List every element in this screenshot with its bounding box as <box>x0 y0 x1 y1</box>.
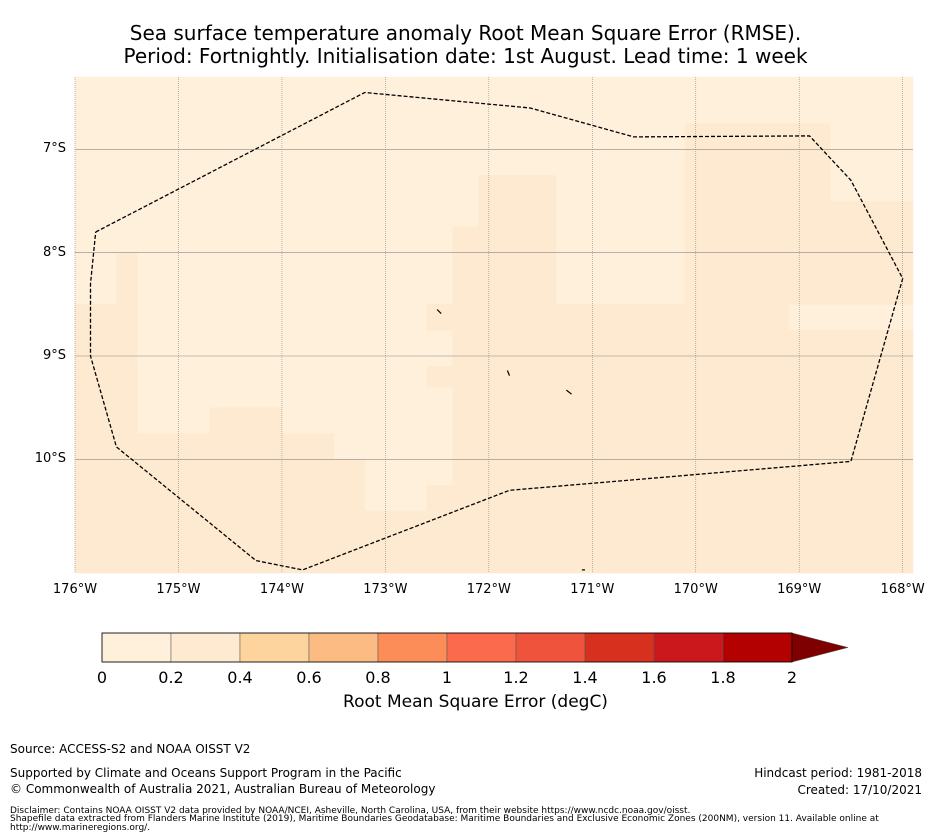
colorbar-cell <box>515 632 586 663</box>
colorbar-frame <box>101 632 793 663</box>
map-panel <box>74 76 914 574</box>
lat-tick-label: 8°S <box>42 244 66 260</box>
chart-title: Sea surface temperature anomaly Root Mea… <box>129 21 802 45</box>
source-text: Source: ACCESS-S2 and NOAA OISST V2 <box>10 742 251 756</box>
lat-tick-label: 7°S <box>42 141 66 157</box>
lon-tick-label: 173°W <box>363 582 408 597</box>
island-outline <box>566 389 572 395</box>
created-text: Created: 17/10/2021 <box>797 783 922 797</box>
islands-layer <box>436 309 585 571</box>
colorbar-tick-label: 0.4 <box>227 668 253 687</box>
colorbar-label: Root Mean Square Error (degC) <box>343 692 608 712</box>
disclaimer-line-1: Disclaimer: Contains NOAA OISST V2 data … <box>10 806 691 816</box>
hindcast-text: Hindcast period: 1981-2018 <box>754 766 922 780</box>
lon-tick-label: 168°W <box>880 582 925 597</box>
colorbar-cell <box>170 632 241 663</box>
graticule <box>74 77 913 573</box>
island-outline <box>436 309 442 315</box>
rmse-cell <box>426 366 453 388</box>
colorbar-cell <box>377 632 448 663</box>
colorbar-cell <box>101 632 172 663</box>
colorbar-tick-label: 0.6 <box>296 668 322 687</box>
lon-tick-label: 172°W <box>466 582 511 597</box>
lon-tick-label: 176°W <box>52 582 98 597</box>
colorbar-tick-label: 0.8 <box>365 668 391 687</box>
eez-boundary <box>89 91 904 571</box>
lon-tick-label: 171°W <box>570 582 615 597</box>
eez-layer <box>89 91 904 571</box>
lon-tick-label: 174°W <box>259 582 304 597</box>
lon-tick-label: 170°W <box>673 582 718 597</box>
disclaimer-line-3: http://www.marineregions.org/. <box>10 823 151 833</box>
colorbar-tick-label: 0.2 <box>158 668 184 687</box>
island-outline <box>506 370 511 376</box>
supported-text: Supported by Climate and Oceans Support … <box>10 766 402 780</box>
colorbar <box>101 632 849 663</box>
chart-subtitle: Period: Fortnightly. Initialisation date… <box>123 44 808 68</box>
colorbar-cell <box>446 632 517 663</box>
copyright-text: © Commonwealth of Australia 2021, Austra… <box>10 782 436 796</box>
colorbar-cell <box>722 632 793 663</box>
rmse-cell <box>685 304 790 331</box>
colorbar-cells <box>101 632 849 663</box>
disclaimer-line-2: Shapefile data extracted from Flanders M… <box>10 814 879 824</box>
lon-tick-label: 169°W <box>777 582 822 597</box>
lat-tick-label: 9°S <box>42 348 66 363</box>
colorbar-cell <box>584 632 655 663</box>
colorbar-tick-label: 0 <box>96 668 108 687</box>
colorbar-cell <box>308 632 379 663</box>
rmse-cell <box>426 304 453 331</box>
colorbar-cell <box>653 632 724 663</box>
colorbar-tick-label: 1.6 <box>641 668 667 687</box>
colorbar-tick-label: 1.2 <box>503 668 529 687</box>
colorbar-tick-label: 1.4 <box>572 668 598 687</box>
colorbar-cell <box>239 632 310 663</box>
colorbar-extend-arrow <box>791 632 849 663</box>
lon-tick-label: 175°W <box>156 582 201 597</box>
colorbar-tick-label: 1.8 <box>710 668 736 687</box>
colorbar-tick-label: 1 <box>441 668 453 687</box>
rmse-field <box>74 76 914 574</box>
lat-tick-label: 10°S <box>34 451 66 467</box>
colorbar-tick-label: 2 <box>786 668 798 687</box>
